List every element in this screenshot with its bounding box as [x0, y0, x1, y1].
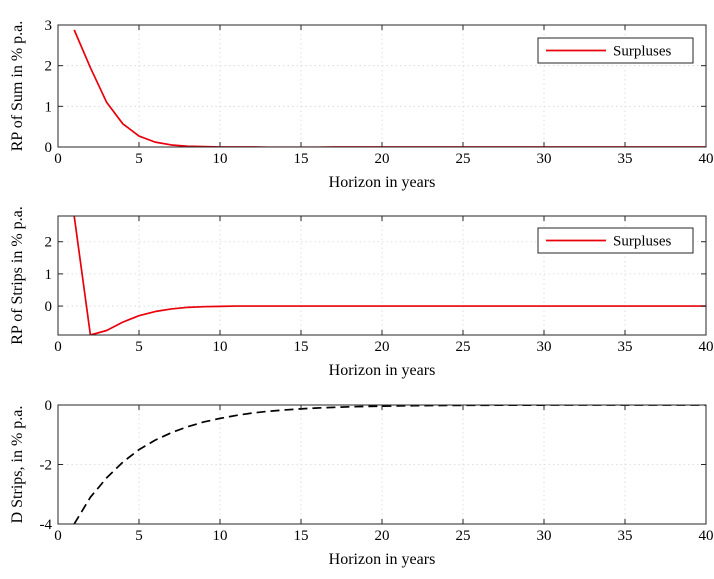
chart-3-xtick-label-3: 15 — [294, 528, 309, 544]
chart-1-xtick-label-3: 15 — [294, 151, 309, 167]
chart-1-legend: Surpluses — [537, 37, 694, 64]
chart-2-ytick-label-2: 2 — [45, 235, 53, 251]
chart-3-xtick-label-6: 30 — [537, 528, 552, 544]
chart-1-ytick-label-2: 2 — [45, 59, 53, 75]
chart-3-xtick-label-7: 35 — [618, 528, 633, 544]
chart-1-ylabel: RP of Sum in % p.a. — [9, 21, 26, 152]
chart-1-xtick-label-4: 20 — [375, 151, 390, 167]
chart-1-xtick-label-7: 35 — [618, 151, 633, 167]
chart-2-ylabel: RP of Strips in % p.a. — [9, 206, 26, 345]
chart-2-xtick-label-7: 35 — [618, 339, 633, 355]
chart-2-xtick-label-1: 5 — [135, 339, 143, 355]
chart-2-legend-label-1: Surpluses — [613, 234, 672, 250]
chart-1-ytick-label-0: 0 — [45, 140, 53, 156]
chart-2-series-1-line — [73, 216, 706, 335]
chart-1-xtick-label-5: 25 — [456, 151, 471, 167]
chart-2-xtick-label-2: 10 — [213, 339, 228, 355]
chart-1-xtick-label-0: 0 — [54, 151, 62, 167]
chart-1-series-1-line — [73, 29, 706, 147]
chart-1-xlabel: Horizon in years — [329, 174, 436, 191]
chart-3-xtick-label-8: 40 — [699, 528, 714, 544]
chart-2-xtick-label-5: 25 — [456, 339, 471, 355]
chart-1-xtick-label-8: 40 — [699, 151, 714, 167]
chart-3: 0 5 10 15 20 25 30 35 40 -4 -2 0 Horizon in years D S… — [9, 398, 714, 568]
chart-2-xtick-label-4: 20 — [375, 339, 390, 355]
chart-2: 0 5 10 15 20 25 30 35 40 0 1 2 Horizon in years RP of… — [9, 206, 714, 379]
chart-1: 0 5 10 15 20 25 30 35 40 0 1 2 3 Horizon in years RP o… — [9, 18, 714, 191]
chart-3-ytick-label-0: -4 — [40, 517, 53, 533]
chart-3-ylabel: D Strips, in % p.a. — [9, 406, 26, 524]
chart-2-ytick-label-1: 1 — [45, 267, 53, 283]
chart-3-xtick-label-5: 25 — [456, 528, 471, 544]
chart-1-legend-label-1: Surpluses — [613, 44, 672, 60]
chart-3-xtick-label-2: 10 — [213, 528, 228, 544]
chart-1-xtick-label-2: 10 — [213, 151, 228, 167]
chart-2-xtick-label-6: 30 — [537, 339, 552, 355]
chart-3-xtick-label-0: 0 — [54, 528, 62, 544]
chart-3-ytick-label-2: 0 — [45, 398, 53, 414]
chart-1-xtick-label-1: 5 — [135, 151, 143, 167]
chart-1-xtick-label-6: 30 — [537, 151, 552, 167]
chart-3-xtick-label-4: 20 — [375, 528, 390, 544]
chart-1-legend-box — [537, 37, 694, 64]
chart-2-ytick-label-0: 0 — [45, 299, 53, 315]
chart-3-xtick-label-1: 5 — [135, 528, 143, 544]
chart-2-legend: Surpluses — [537, 227, 694, 254]
chart-2-xtick-label-0: 0 — [54, 339, 62, 355]
chart-2-xtick-label-3: 15 — [294, 339, 309, 355]
chart-1-ytick-label-3: 3 — [45, 18, 53, 34]
chart-3-ytick-label-1: -2 — [40, 458, 53, 474]
chart-2-xlabel: Horizon in years — [329, 362, 436, 379]
chart-2-xtick-label-8: 40 — [699, 339, 714, 355]
chart-1-ytick-label-1: 1 — [45, 99, 53, 115]
chart-3-xlabel: Horizon in years — [329, 551, 436, 568]
